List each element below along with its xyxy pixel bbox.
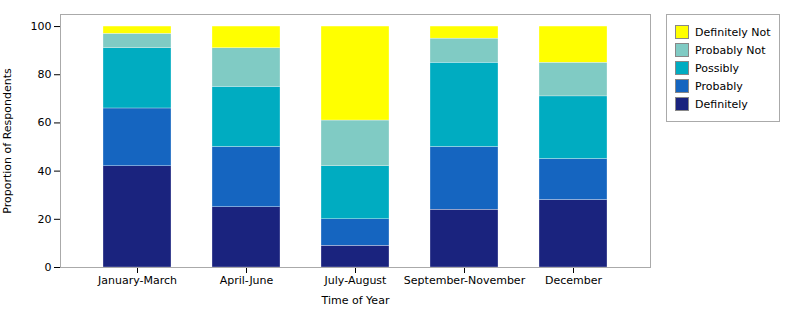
html-text:Possibly: Possibly <box>695 61 739 75</box>
svg-text:Time of Year: Time of Year <box>321 294 390 307</box>
html-text:Probably Not: Probably Not <box>695 43 766 57</box>
html-text:Definitely Not: Definitely Not <box>695 25 771 39</box>
svg-text:December: December <box>545 274 603 287</box>
svg-text:20: 20 <box>38 213 52 226</box>
svg-text:0: 0 <box>45 261 52 274</box>
svg-text:40: 40 <box>38 165 52 178</box>
svg-text:60: 60 <box>38 116 52 129</box>
html-text:Definitely: Definitely <box>695 97 748 111</box>
svg-text:July-August: July-August <box>324 274 387 287</box>
svg-text:September-November: September-November <box>404 274 526 287</box>
svg-text:Proportion of Respondents: Proportion of Respondents <box>1 68 14 214</box>
svg-text:80: 80 <box>38 68 52 81</box>
svg-text:100: 100 <box>31 20 52 33</box>
svg-text:April-June: April-June <box>220 274 274 287</box>
html-text:Probably: Probably <box>695 79 743 93</box>
svg-text:January-March: January-March <box>97 274 177 287</box>
